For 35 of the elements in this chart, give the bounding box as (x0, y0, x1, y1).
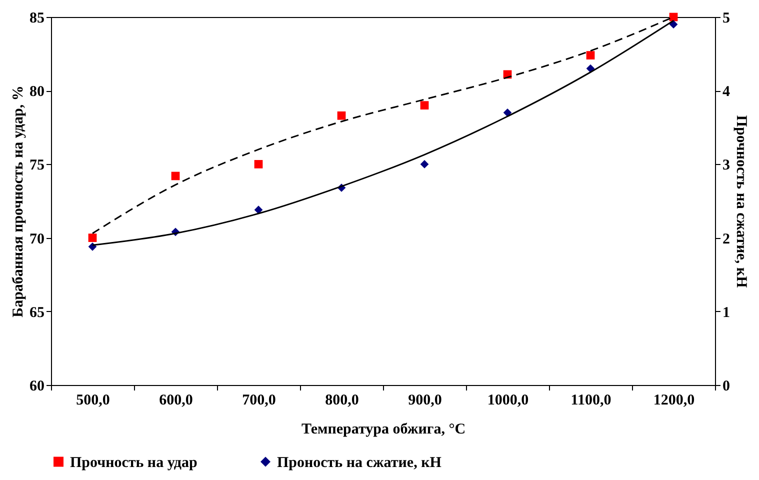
legend-label: Проность на сжатие, кН (277, 454, 442, 471)
x-tick-label: 500,0 (76, 392, 110, 408)
point (420, 160, 429, 168)
point (420, 101, 429, 110)
point (254, 160, 263, 168)
y2-tick-label: 4 (722, 84, 730, 100)
point (586, 64, 595, 73)
y2-tick-label: 5 (722, 10, 730, 26)
y-tick-label: 70 (30, 231, 44, 248)
point (337, 111, 346, 120)
y2-tick-label: 3 (722, 158, 730, 174)
y-axis-title: Барабанная прочность на удар, % (10, 86, 26, 318)
y2-tick-label: 1 (722, 304, 730, 321)
x-axis-title: Температура обжига, °C (301, 422, 466, 438)
point (669, 20, 678, 29)
x-tick-label: 1200,0 (653, 392, 695, 408)
x-tick-label: 900,0 (408, 392, 442, 408)
y2-tick-label: 2 (722, 231, 730, 248)
point (503, 108, 512, 117)
x-tick-label: 600,0 (159, 392, 193, 408)
legend-label: Прочность на удар (70, 454, 198, 471)
x-tick-label: 1000,0 (487, 392, 529, 408)
y-tick-label: 80 (30, 84, 44, 100)
y-tick-label: 75 (30, 158, 44, 174)
y2-axis-title: Прочность на сжатие, кН (733, 115, 749, 288)
y-tick-label: 85 (30, 10, 44, 26)
point (88, 234, 97, 242)
y-tick-label: 60 (30, 378, 44, 394)
x-tick-label: 700,0 (242, 392, 276, 408)
point (171, 172, 180, 180)
y-tick-label: 65 (30, 304, 44, 321)
point (586, 51, 595, 60)
y2-tick-label: 0 (722, 378, 730, 394)
x-tick-label: 1100,0 (570, 392, 612, 408)
x-tick-label: 800,0 (325, 392, 359, 408)
